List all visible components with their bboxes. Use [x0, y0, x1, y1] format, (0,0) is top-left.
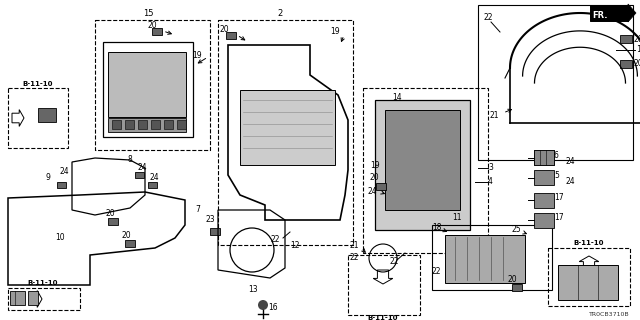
Text: 20: 20	[508, 276, 518, 284]
Bar	[385, 110, 460, 210]
Text: 14: 14	[392, 92, 402, 101]
Text: TR0CB3710B: TR0CB3710B	[589, 311, 630, 316]
Bar	[108, 52, 186, 117]
Bar	[558, 265, 618, 300]
Text: 11: 11	[452, 213, 461, 222]
Text: 20: 20	[634, 60, 640, 68]
Bar	[125, 120, 134, 129]
Bar	[432, 225, 552, 290]
Bar	[38, 108, 56, 122]
Text: 23: 23	[205, 215, 214, 225]
Text: 9: 9	[45, 173, 50, 182]
Text: 20: 20	[370, 173, 380, 182]
Bar	[148, 182, 157, 188]
Bar	[548, 248, 630, 306]
Text: 20: 20	[220, 26, 230, 35]
Text: 1: 1	[636, 45, 640, 54]
Text: 24: 24	[565, 157, 575, 166]
Bar	[8, 88, 68, 148]
Bar	[177, 120, 186, 129]
Text: 25: 25	[512, 226, 522, 235]
Text: 19: 19	[330, 28, 340, 36]
Text: 22: 22	[432, 268, 442, 276]
Bar	[138, 120, 147, 129]
Bar	[10, 291, 25, 305]
Bar	[112, 120, 121, 129]
Bar	[218, 20, 353, 245]
Text: 10: 10	[55, 234, 65, 243]
Text: 24: 24	[150, 173, 159, 182]
Text: 22: 22	[270, 236, 280, 244]
Bar	[95, 20, 210, 150]
Text: B-11-10: B-11-10	[573, 240, 604, 246]
Text: 24: 24	[138, 164, 148, 172]
Bar	[534, 170, 554, 185]
Text: 20: 20	[634, 35, 640, 44]
Text: 22: 22	[484, 13, 493, 22]
Text: 21: 21	[350, 241, 360, 250]
Bar	[8, 288, 80, 310]
Bar	[534, 213, 554, 228]
Bar	[348, 255, 420, 315]
Bar	[590, 5, 628, 21]
Bar	[478, 5, 633, 160]
Text: 18: 18	[432, 223, 442, 233]
Text: B-11-10: B-11-10	[368, 315, 398, 320]
Bar	[135, 172, 144, 178]
Text: 20: 20	[105, 209, 115, 218]
Circle shape	[258, 300, 268, 310]
Text: 22: 22	[390, 258, 399, 267]
Bar	[151, 120, 160, 129]
Polygon shape	[620, 4, 636, 22]
Text: 12: 12	[290, 241, 300, 250]
Bar	[363, 88, 488, 253]
Text: 2: 2	[277, 10, 283, 19]
Text: 13: 13	[248, 285, 258, 294]
Text: 20: 20	[122, 230, 132, 239]
Text: 21: 21	[490, 110, 499, 119]
Bar	[57, 182, 66, 188]
Bar	[108, 118, 186, 132]
Text: 15: 15	[143, 10, 153, 19]
Bar	[210, 228, 220, 235]
Text: 6: 6	[554, 150, 559, 159]
Bar	[620, 35, 632, 43]
Text: B-11-10: B-11-10	[23, 81, 53, 87]
Text: 17: 17	[554, 213, 564, 222]
Bar	[445, 235, 525, 283]
Bar	[28, 291, 38, 305]
Bar	[164, 120, 173, 129]
Text: FR.: FR.	[592, 11, 607, 20]
Text: 5: 5	[554, 171, 559, 180]
Bar	[240, 90, 335, 165]
Bar	[620, 60, 632, 68]
Text: 8: 8	[128, 156, 132, 164]
Bar	[376, 183, 386, 190]
Text: 19: 19	[192, 51, 202, 60]
Bar	[103, 42, 193, 137]
Bar	[125, 240, 135, 247]
Bar	[108, 218, 118, 225]
Text: 16: 16	[268, 303, 278, 313]
Text: 22: 22	[350, 253, 360, 262]
Text: 3: 3	[488, 164, 493, 172]
Text: 17: 17	[554, 194, 564, 203]
Bar	[226, 32, 236, 39]
Bar	[512, 284, 522, 291]
Bar	[375, 100, 470, 230]
Bar	[534, 150, 554, 165]
Text: 24: 24	[565, 178, 575, 187]
Text: 19: 19	[370, 161, 380, 170]
Bar	[152, 28, 162, 35]
Text: 7: 7	[195, 205, 200, 214]
Bar	[534, 150, 554, 165]
Text: 4: 4	[488, 178, 493, 187]
Text: 20: 20	[147, 21, 157, 30]
Text: 24: 24	[368, 188, 378, 196]
Text: B-11-10: B-11-10	[28, 280, 58, 286]
Text: 24: 24	[60, 167, 70, 177]
Bar	[534, 193, 554, 208]
